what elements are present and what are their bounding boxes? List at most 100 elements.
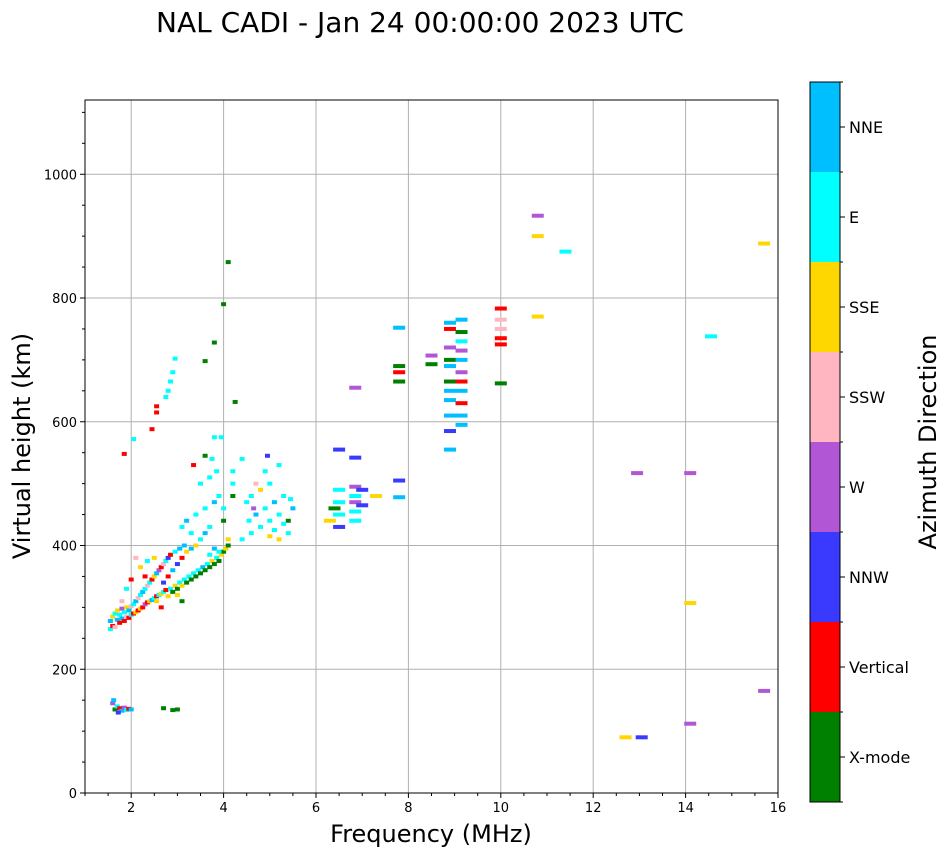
echo-point bbox=[271, 528, 277, 533]
echo-point bbox=[443, 447, 456, 452]
echo-point bbox=[248, 531, 254, 536]
echo-point bbox=[154, 404, 160, 409]
echo-point bbox=[211, 562, 217, 567]
echo-point bbox=[684, 721, 697, 726]
echo-point bbox=[267, 518, 273, 523]
colorbar-swatch bbox=[810, 712, 840, 802]
echo-point bbox=[262, 506, 268, 511]
echo-point bbox=[349, 494, 362, 498]
echo-point bbox=[276, 537, 282, 542]
echo-point bbox=[177, 546, 183, 551]
echo-point bbox=[684, 601, 697, 606]
echo-point bbox=[225, 543, 231, 548]
x-tick-label: 16 bbox=[770, 801, 787, 816]
echo-point bbox=[218, 435, 224, 440]
echo-point bbox=[559, 249, 572, 254]
echo-point bbox=[443, 326, 456, 331]
echo-point bbox=[281, 521, 287, 526]
echo-point bbox=[370, 494, 383, 498]
echo-point bbox=[455, 348, 468, 353]
x-axis-label: Frequency (MHz) bbox=[330, 820, 532, 848]
echo-point bbox=[425, 353, 438, 358]
echo-point bbox=[230, 494, 236, 498]
echo-point bbox=[443, 379, 456, 384]
echo-point bbox=[251, 506, 257, 511]
echo-point bbox=[349, 455, 362, 460]
colorbar-tick-label: W bbox=[849, 478, 865, 497]
x-tick-label: 10 bbox=[493, 801, 510, 816]
echo-point bbox=[174, 707, 180, 712]
y-axis-ticks: 0 200 400 600 800 1000 bbox=[44, 111, 85, 802]
echo-point bbox=[531, 213, 544, 218]
echo-point bbox=[163, 558, 169, 563]
echo-point bbox=[455, 401, 468, 406]
echo-point bbox=[149, 577, 155, 582]
colorbar-swatch bbox=[810, 622, 840, 712]
echo-point bbox=[443, 364, 456, 369]
echo-point bbox=[393, 364, 406, 369]
echo-point bbox=[328, 506, 341, 511]
echo-point bbox=[211, 340, 217, 345]
echo-point bbox=[161, 580, 167, 585]
y-tick-label: 0 bbox=[69, 787, 77, 802]
echo-point bbox=[207, 475, 213, 480]
echo-point bbox=[221, 549, 227, 554]
echo-point bbox=[119, 606, 125, 611]
echo-point bbox=[267, 534, 273, 539]
echo-point bbox=[154, 599, 160, 604]
echo-point bbox=[128, 577, 134, 582]
echo-point bbox=[114, 608, 120, 613]
echo-point bbox=[137, 593, 143, 597]
echo-point bbox=[494, 326, 507, 331]
echo-point bbox=[349, 500, 362, 505]
echo-point bbox=[264, 453, 270, 458]
echo-point bbox=[193, 543, 199, 548]
echo-point bbox=[356, 503, 369, 508]
x-tick-label: 12 bbox=[585, 801, 602, 816]
echo-point bbox=[216, 549, 222, 554]
echo-point bbox=[128, 707, 134, 712]
echo-point bbox=[494, 336, 507, 341]
echo-point bbox=[248, 494, 254, 498]
echo-point bbox=[165, 574, 171, 579]
echo-point bbox=[170, 568, 176, 573]
echo-point bbox=[216, 494, 222, 498]
y-tick-label: 600 bbox=[52, 416, 77, 431]
echo-point bbox=[218, 552, 224, 557]
echo-point bbox=[165, 388, 171, 393]
echo-point bbox=[207, 524, 213, 529]
echo-point bbox=[107, 627, 113, 632]
echo-point bbox=[333, 487, 346, 492]
echo-point bbox=[281, 494, 287, 498]
echo-point bbox=[225, 260, 231, 265]
echo-point bbox=[158, 565, 164, 570]
echo-point bbox=[285, 531, 291, 536]
echo-point bbox=[253, 512, 259, 517]
echo-point bbox=[151, 574, 157, 579]
echo-point bbox=[121, 451, 127, 456]
echo-point bbox=[705, 334, 718, 339]
echo-point bbox=[684, 471, 697, 476]
echo-point bbox=[158, 605, 164, 610]
echo-point bbox=[221, 302, 227, 307]
echo-point bbox=[170, 589, 176, 594]
echo-point bbox=[133, 555, 139, 560]
chart-title: NAL CADI - Jan 24 00:00:00 2023 UTC bbox=[156, 6, 684, 39]
echo-point bbox=[142, 586, 148, 591]
echo-point bbox=[124, 605, 130, 610]
echo-point bbox=[156, 568, 162, 573]
echo-point bbox=[758, 688, 771, 693]
echo-point bbox=[147, 580, 153, 585]
echo-point bbox=[207, 565, 213, 570]
echo-point bbox=[140, 605, 146, 610]
echo-point bbox=[211, 546, 217, 551]
plot-area: 2 4 6 8 10 12 14 16 0 200 400 600 800 1000 bbox=[44, 99, 787, 816]
echo-point bbox=[455, 330, 468, 335]
colorbar-swatch bbox=[810, 172, 840, 262]
echo-point bbox=[195, 568, 201, 573]
echo-point bbox=[114, 617, 120, 622]
y-axis-label: Virtual height (km) bbox=[8, 333, 36, 559]
echo-point bbox=[179, 524, 185, 529]
echo-point bbox=[209, 456, 215, 461]
